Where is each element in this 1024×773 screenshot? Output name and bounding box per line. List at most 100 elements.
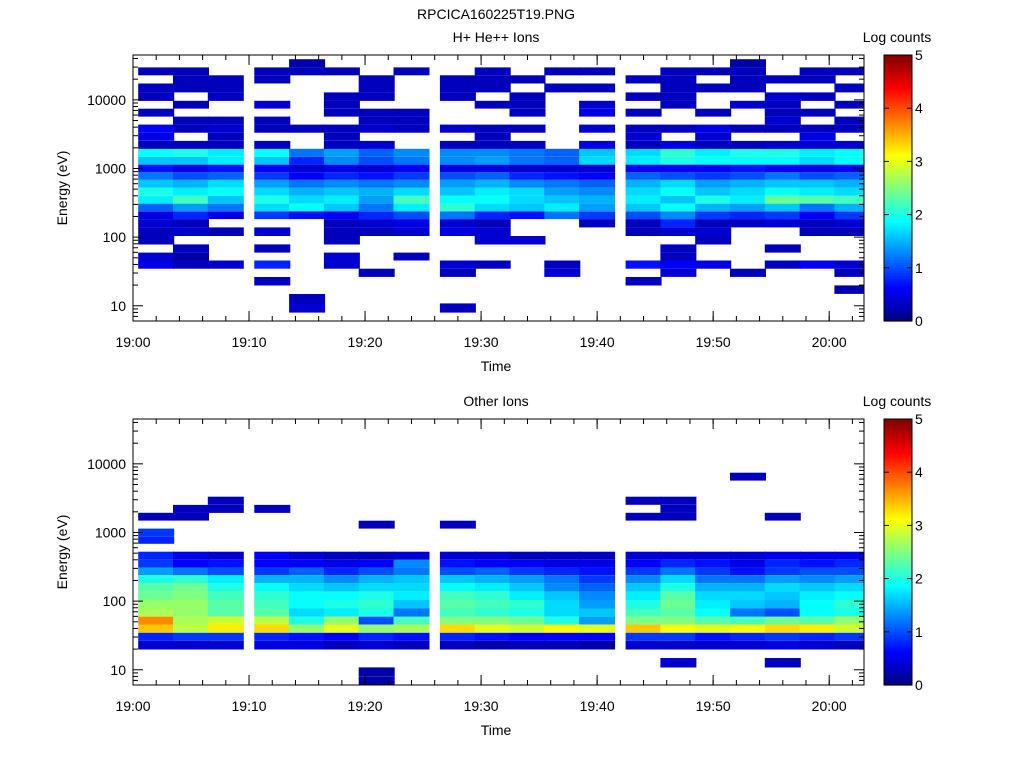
colorbar-swatch [884,142,912,147]
heatmap-cell [289,203,326,212]
colorbar-swatch [884,132,912,136]
heatmap-cell [439,559,476,568]
heatmap-cell [579,624,616,633]
heatmap-cell [393,219,430,228]
heatmap-cell [660,148,697,157]
colorbar-swatch [884,89,912,93]
heatmap-cell [439,641,476,650]
heatmap-cell [544,268,581,277]
heatmap-cell [439,164,476,173]
x-tick-label: 19:20 [348,334,383,350]
heatmap-cell [323,219,360,228]
heatmap-cell [799,67,836,76]
heatmap-cell [625,187,662,196]
heatmap-cell [730,559,766,568]
colorbar-swatch [884,578,912,582]
heatmap-cell [323,172,360,180]
heatmap-cell [625,512,662,521]
heatmap-cell [207,551,244,560]
heatmap-cell [579,195,616,204]
heatmap-cell [393,575,430,584]
heatmap-cell [834,591,864,600]
heatmap-cell [358,608,395,617]
heatmap-cell [358,676,395,685]
colorbar-swatch [884,97,912,101]
heatmap-cell [254,195,291,204]
heatmap-cell [509,148,546,157]
heatmap-cell [625,583,662,592]
heatmap-cell [695,616,732,625]
colorbar-swatch [884,615,912,620]
heatmap-cell [660,559,697,568]
heatmap-cell [660,156,697,165]
colorbar-swatch [884,458,912,463]
heatmap-cell [207,504,244,513]
heatmap-cell [625,624,662,633]
heatmap-cell [439,124,476,133]
heatmap-cell [254,227,291,236]
heatmap-cell [799,575,836,584]
heatmap-cell [439,83,476,93]
colorbar-swatch [884,140,912,144]
heatmap-cell [799,591,836,600]
heatmap-cell [834,124,864,133]
heatmap-cell [207,567,244,576]
heatmap-cell [834,195,864,204]
heatmap-cell [660,124,697,133]
heatmap-cell [393,608,430,617]
heatmap-cell [474,575,511,584]
colorbar-swatch [884,124,912,128]
heatmap-cell [358,83,395,93]
heatmap-cell [358,591,395,600]
heatmap-cell [660,512,697,521]
heatmap-cell [207,203,244,212]
colorbar-swatch [884,679,912,683]
y-tick-label: 10000 [87,92,126,108]
colorbar-tick-label: 4 [915,100,923,116]
heatmap-cell [764,559,801,568]
heatmap-cell [799,616,836,625]
heatmap-cell [730,632,766,641]
heatmap-cell [439,219,476,228]
heatmap-cell [509,559,546,568]
colorbar-swatch [884,161,912,165]
heatmap-cell [138,632,175,641]
heatmap-cell [323,591,360,600]
colorbar-swatch [884,94,912,99]
heatmap-cell [358,187,395,196]
heatmap-cell [254,641,291,650]
heatmap-cell [289,59,326,68]
colorbar-swatch [884,166,912,170]
heatmap-cell [625,148,662,157]
heatmap-cell [254,575,291,584]
heatmap-cell [799,75,836,84]
colorbar-swatch [884,185,912,189]
x-tick-label: 19:10 [232,334,267,350]
heatmap-cell [393,252,430,261]
heatmap-cell [799,260,836,269]
colorbar-swatch [884,650,912,654]
heatmap-cell [439,608,476,617]
colorbar-swatch [884,188,912,192]
colorbar-swatch [884,313,912,317]
colorbar-swatch [884,514,912,519]
heatmap-cell [695,83,732,93]
colorbar-swatch [884,275,912,280]
y-tick-label: 1000 [95,160,126,176]
colorbar-swatch [884,605,912,609]
heatmap-cell [138,92,175,101]
colorbar-swatch [884,55,912,59]
heatmap-cell [544,575,581,584]
heatmap-cell [439,303,476,313]
heatmap-cell [207,211,244,220]
heatmap-cell [173,567,209,576]
heatmap-cell [323,140,360,149]
heatmap-cell [544,600,581,609]
colorbar-swatch [884,227,912,232]
heatmap-cell [799,92,836,101]
colorbar-swatch [884,472,912,476]
colorbar-swatch [884,639,912,644]
heatmap-cell [138,227,175,236]
heatmap-cell [730,472,766,481]
colorbar-swatch [884,538,912,542]
